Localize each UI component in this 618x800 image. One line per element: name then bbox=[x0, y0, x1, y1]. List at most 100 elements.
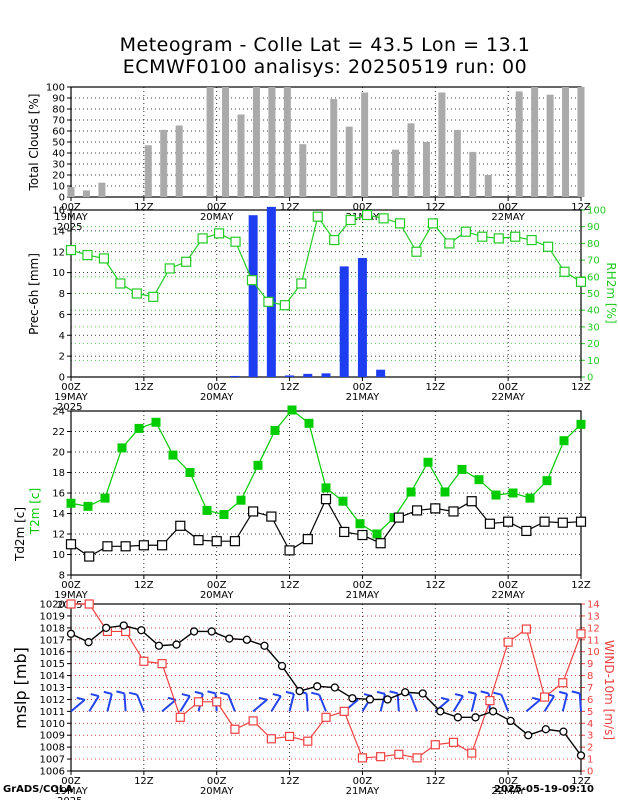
mslp-point bbox=[137, 626, 146, 635]
x-tick-label: 00Z bbox=[353, 382, 373, 393]
x-date-label: 20MAY bbox=[200, 212, 234, 223]
y-tick-label-right: 3 bbox=[587, 731, 593, 742]
wind-point bbox=[212, 697, 222, 707]
t2m-point bbox=[440, 487, 450, 497]
wind-point bbox=[412, 753, 422, 763]
t2m-point bbox=[508, 488, 518, 498]
wind-point bbox=[193, 697, 204, 707]
x-tick-label: 12Z bbox=[571, 580, 591, 591]
t2m-point bbox=[236, 495, 246, 505]
wind-barb bbox=[161, 699, 177, 713]
t2m-point bbox=[100, 493, 110, 503]
wind-barb bbox=[470, 693, 478, 712]
y-tick-label-right: 90 bbox=[587, 222, 600, 233]
y-tick-label-right: 0 bbox=[587, 767, 593, 778]
y-tick-label-right: 2 bbox=[587, 743, 593, 754]
wind-point bbox=[503, 637, 513, 647]
y-tick-label-right: 6 bbox=[587, 695, 593, 706]
td2m-point bbox=[211, 536, 222, 547]
mslp-point bbox=[330, 683, 339, 692]
t2m-point bbox=[542, 476, 552, 486]
wind-point bbox=[357, 753, 368, 763]
td2m-point bbox=[393, 512, 404, 523]
y-tick-label: 1008 bbox=[40, 743, 65, 754]
y-tick-label: 12 bbox=[52, 247, 65, 258]
x-tick-label: 00Z bbox=[61, 776, 81, 787]
wind-point bbox=[430, 740, 440, 750]
wind-point bbox=[230, 724, 240, 734]
cloud-bar bbox=[453, 129, 461, 197]
td2m-point bbox=[575, 516, 587, 527]
cloud-bar bbox=[82, 190, 90, 197]
x-date-label: 21MAY bbox=[346, 392, 380, 403]
y-tick-label-right: 12 bbox=[587, 623, 600, 634]
td2m-point bbox=[557, 517, 568, 528]
wind-point bbox=[339, 706, 349, 716]
cloud-bar bbox=[469, 151, 477, 197]
rh-point bbox=[98, 253, 110, 264]
cloud-bar bbox=[515, 91, 523, 197]
mslp-point bbox=[436, 707, 445, 716]
mslp-point bbox=[207, 627, 216, 636]
x-date-label: 22MAY bbox=[491, 392, 525, 403]
y-tick-label: 6 bbox=[59, 310, 65, 321]
y-tick-label: 16 bbox=[52, 206, 65, 217]
y-tick-label: 10 bbox=[52, 268, 65, 279]
x-year-label: 2025 bbox=[57, 222, 82, 233]
wind-barb-flag bbox=[454, 693, 464, 698]
mslp-point bbox=[172, 640, 181, 649]
td2m-point bbox=[175, 520, 186, 531]
rh-point bbox=[131, 288, 142, 299]
mslp-point bbox=[119, 621, 128, 630]
td2m-point bbox=[521, 525, 532, 537]
y-axis-label-right: RH2m [%] bbox=[604, 262, 618, 323]
wind-point bbox=[558, 678, 568, 688]
x-date-label: 22MAY bbox=[491, 590, 525, 601]
cloud-bar bbox=[345, 126, 353, 197]
y-tick-label-right: 14 bbox=[587, 600, 600, 611]
cloud-bar bbox=[67, 187, 75, 197]
x-date-label: 22MAY bbox=[491, 212, 525, 223]
x-date-label: 19MAY bbox=[54, 392, 88, 403]
rh-point bbox=[394, 218, 406, 229]
t2m-point bbox=[270, 425, 280, 435]
t2m-point bbox=[83, 501, 93, 511]
t2m-line bbox=[70, 409, 582, 535]
td2m-point bbox=[357, 529, 368, 541]
wind-barb bbox=[543, 695, 555, 712]
td2m-point bbox=[266, 511, 277, 522]
y-tick-label: 1013 bbox=[40, 683, 65, 694]
x-tick-label: 12Z bbox=[571, 776, 591, 787]
y-tick-label: 2 bbox=[59, 352, 65, 363]
footer-timestamp: 2025-05-19-09:10 bbox=[494, 784, 594, 795]
cloud-bar bbox=[330, 99, 338, 197]
x-tick-label: 00Z bbox=[498, 776, 518, 787]
chart-title: Meteogram - Colle Lat = 43.5 Lon = 13.1 bbox=[119, 34, 531, 56]
td2m-point bbox=[65, 539, 77, 550]
wind-barb-flag bbox=[258, 696, 268, 701]
wind-barb bbox=[288, 693, 295, 712]
t2m-point bbox=[406, 487, 416, 497]
rh-point bbox=[115, 278, 126, 289]
mslp-point bbox=[66, 629, 76, 638]
wind-barb-flag bbox=[558, 690, 568, 695]
wind-barb bbox=[227, 694, 236, 712]
rh-point bbox=[444, 238, 455, 249]
cloud-bar bbox=[562, 87, 570, 197]
cloud-bar bbox=[361, 92, 369, 197]
y-tick-label: 1010 bbox=[40, 719, 65, 730]
precip-bar bbox=[339, 266, 349, 377]
wind-barb bbox=[179, 695, 191, 712]
t2m-point bbox=[355, 519, 365, 529]
wind-barb-flag bbox=[311, 691, 320, 696]
x-tick-label: 00Z bbox=[207, 776, 227, 787]
wind-barb bbox=[305, 693, 309, 712]
x-tick-label: 12Z bbox=[280, 580, 300, 591]
wind-barb-flag bbox=[480, 690, 489, 695]
y-axis-label-right: WIND-10m [m/s] bbox=[602, 640, 616, 740]
rh-point bbox=[378, 213, 389, 224]
wind-point bbox=[284, 731, 295, 742]
mslp-point bbox=[225, 634, 234, 643]
wind-point bbox=[321, 712, 331, 722]
